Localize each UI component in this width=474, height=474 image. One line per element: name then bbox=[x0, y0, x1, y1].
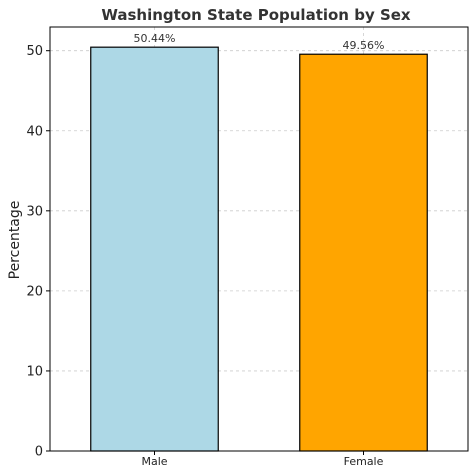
bar-male bbox=[90, 46, 219, 452]
x-tick-label-male: Male bbox=[141, 455, 167, 468]
y-tick-label: 20 bbox=[26, 284, 43, 299]
axes: 0 10 20 30 40 50 Male Female bbox=[26, 26, 469, 468]
data-label-female: 49.56% bbox=[343, 39, 385, 52]
y-tick-label: 40 bbox=[26, 124, 43, 139]
plot-frame bbox=[49, 26, 469, 452]
chart-title: Washington State Population by Sex bbox=[101, 6, 411, 24]
y-tick-label: 0 bbox=[35, 445, 43, 460]
y-axis-label: Percentage bbox=[7, 201, 23, 280]
y-tick-label: 50 bbox=[26, 44, 43, 59]
data-label-male: 50.44% bbox=[134, 32, 176, 45]
x-tick-label-female: Female bbox=[344, 455, 384, 468]
bars: 50.44% 49.56% bbox=[90, 32, 428, 452]
y-tick-label: 10 bbox=[26, 364, 43, 379]
bar-female bbox=[299, 53, 428, 452]
y-tick-label: 30 bbox=[26, 204, 43, 219]
